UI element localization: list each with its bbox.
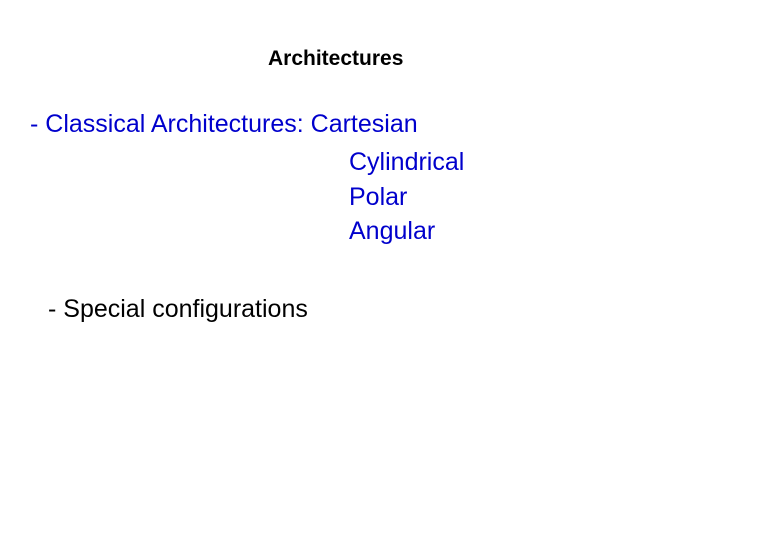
list-item: Angular — [349, 214, 464, 249]
list-item: Polar — [349, 180, 464, 215]
slide-title: Architectures — [268, 47, 403, 71]
classical-types-list: Cylindrical Polar Angular — [349, 145, 464, 249]
special-configurations-line: - Special configurations — [48, 295, 308, 324]
list-item: Cylindrical — [349, 145, 464, 180]
classical-architectures-line: - Classical Architectures: Cartesian — [30, 110, 418, 139]
